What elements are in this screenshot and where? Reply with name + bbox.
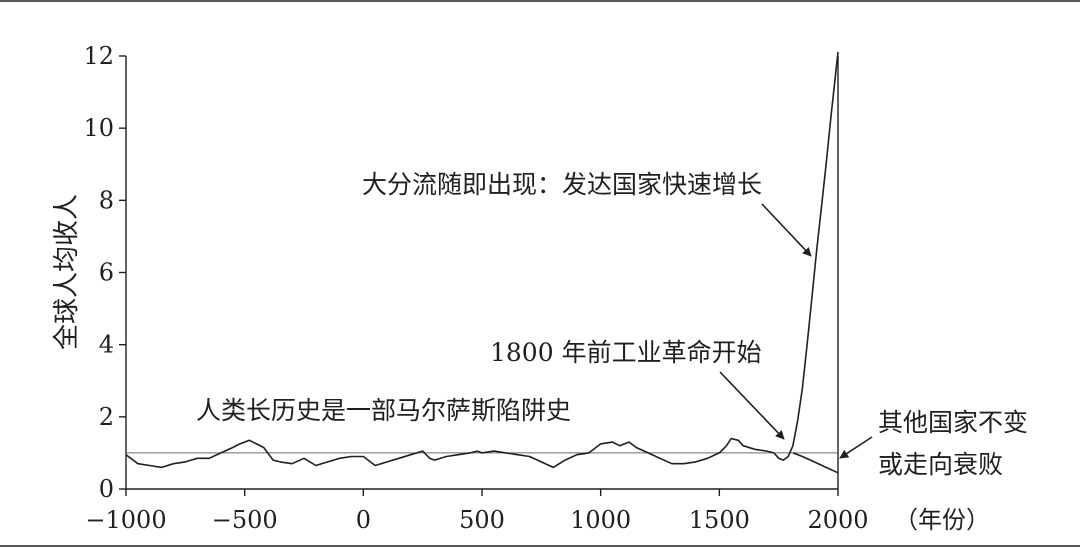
y-tick-label: 12	[83, 42, 114, 70]
x-tick-label: −500	[212, 506, 278, 534]
y-axis-ticks: 0 2 4 6 8 10 12	[83, 42, 126, 503]
annotation-malthusian-trap: 人类长历史是一部马尔萨斯陷阱史	[196, 396, 571, 425]
series-other-countries-line	[792, 452, 839, 474]
y-tick-label: 0	[99, 475, 114, 503]
y-tick-label: 8	[99, 186, 114, 214]
arrow-other-countries	[839, 436, 873, 459]
y-tick-label: 6	[99, 259, 114, 287]
series-world-income-line	[125, 51, 839, 469]
x-tick-label: −1000	[85, 506, 166, 534]
annotation-great-divergence: 大分流随即出现：发达国家快速增长	[362, 170, 762, 199]
y-tick-label: 10	[83, 114, 114, 142]
y-tick-label: 4	[99, 331, 114, 359]
arrow-industrial-revolution	[719, 371, 785, 440]
x-tick-label: 500	[459, 506, 505, 534]
annotation-other-countries-line1: 其他国家不变	[878, 408, 1028, 437]
x-axis-ticks: −1000 −500 0 500 1000 1500 2000	[85, 489, 869, 534]
y-tick-label: 2	[99, 403, 114, 431]
annotation-other-countries-line2: 或走向衰败	[878, 450, 1003, 479]
x-axis-label: （年份）	[894, 506, 990, 534]
x-tick-label: 0	[356, 506, 371, 534]
x-tick-label: 1500	[689, 506, 750, 534]
x-tick-label: 2000	[807, 506, 868, 534]
arrow-great-divergence	[761, 203, 812, 257]
x-tick-label: 1000	[570, 506, 631, 534]
annotation-industrial-revolution: 1800 年前工业革命开始	[490, 338, 762, 367]
y-axis-label: 全球人均收人	[52, 194, 82, 350]
